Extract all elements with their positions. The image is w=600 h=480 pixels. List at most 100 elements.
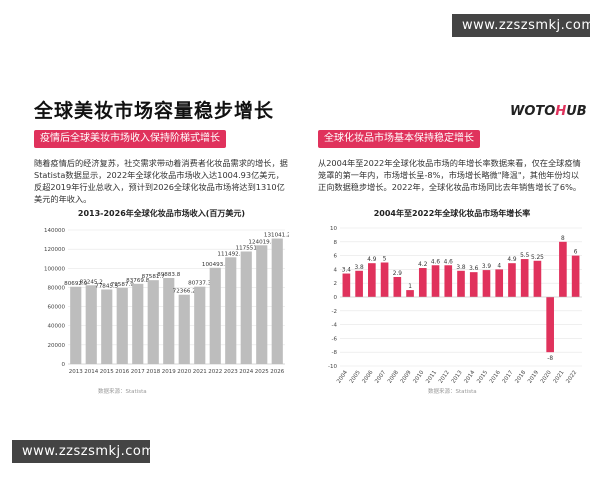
data-label: 80737.3	[188, 281, 212, 287]
data-label: 100493.8	[202, 262, 229, 268]
bar	[101, 289, 113, 364]
growth-rate-bar-chart: -10 -8 -6 -4 -2 0 2 4 6 8 10 3.4 2004 3.8 2005 4.9 2006 5…	[328, 226, 582, 385]
data-label: 83769.8	[126, 278, 150, 284]
brand-part-3: UB	[566, 104, 587, 119]
data-label: 3.8	[354, 265, 364, 271]
left-section-tag: 疫情后全球美妆市场收入保持阶梯式增长	[34, 130, 226, 148]
bar	[368, 263, 376, 297]
bar	[444, 265, 453, 297]
x-tick-label: 2005	[349, 369, 362, 384]
bar	[194, 286, 206, 364]
x-tick-label: 2025	[255, 369, 269, 375]
bar	[418, 268, 427, 297]
x-tick-label: 2021	[553, 370, 566, 385]
bar	[271, 238, 283, 364]
x-tick-label: 2019	[162, 369, 176, 375]
left-chart-title: 2013-2026年全球化妆品市场收入(百万美元)	[77, 209, 246, 218]
x-tick-label: 2012	[438, 370, 451, 385]
right-chart-source: 数据来源：Statista	[428, 389, 477, 395]
bar	[132, 283, 144, 364]
x-tick-label: 2022	[565, 370, 578, 385]
data-label: 1	[408, 284, 412, 290]
x-tick-label: 2021	[193, 369, 207, 375]
left-paragraph: 随着疫情后的经济复苏，社交需求带动着消费者化妆品需求的增长，据Statista数…	[34, 158, 288, 204]
data-label: 5.25	[531, 255, 544, 261]
right-chart-title: 2004年至2022年全球化妆品市场年增长率	[373, 209, 531, 218]
brand-part-1: WOTO	[510, 104, 556, 119]
data-label: 4.6	[431, 259, 441, 265]
data-label: 111492.3	[217, 251, 244, 257]
brand-part-2: H	[555, 104, 567, 119]
y-tick-label: 6	[334, 254, 338, 260]
x-tick-label: 2013	[451, 369, 464, 384]
x-tick-label: 2011	[425, 370, 438, 385]
data-label: 117551	[236, 245, 258, 251]
y-tick-label: 140000	[44, 228, 65, 234]
bar	[178, 294, 190, 364]
data-label: 5	[383, 257, 387, 263]
x-tick-label: 2013	[69, 369, 83, 375]
y-tick-label: 40000	[48, 324, 66, 330]
bar	[70, 286, 82, 364]
x-tick-label: 2016	[115, 369, 129, 375]
bar	[380, 262, 389, 297]
bar	[85, 285, 97, 364]
y-tick-label: 60000	[48, 305, 66, 311]
x-tick-label: 2018	[146, 369, 160, 375]
right-paragraph: 从2004年至2022年全球化妆品市场的年增长率数据来看，仅在全球疫情笼罩的第一…	[318, 158, 582, 192]
x-tick-label: 2018	[514, 369, 527, 384]
bar	[240, 251, 252, 364]
x-tick-label: 2024	[239, 369, 253, 375]
bar	[116, 287, 128, 364]
x-tick-label: 2017	[502, 369, 515, 384]
y-tick-label: 80000	[48, 285, 66, 291]
y-tick-label: 120000	[44, 247, 65, 253]
bar	[342, 273, 351, 297]
data-label: 8	[561, 236, 565, 242]
x-tick-label: 2020	[177, 369, 191, 375]
data-label: 4.9	[507, 257, 517, 263]
data-label: 5.5	[520, 253, 530, 259]
data-label: 6	[574, 250, 578, 256]
data-label: 4.6	[444, 259, 454, 265]
y-tick-label: 8	[334, 240, 338, 246]
data-label: 3.8	[456, 265, 466, 271]
bar	[546, 297, 554, 353]
x-tick-label: 2022	[208, 369, 222, 375]
x-tick-label: 2014	[463, 369, 476, 384]
data-label: 131041.2	[264, 233, 289, 239]
data-label: 3.6	[469, 266, 479, 272]
data-label: 4.2	[418, 262, 428, 268]
x-tick-label: 2015	[476, 369, 489, 384]
y-tick-label: -8	[332, 350, 338, 356]
bar	[559, 241, 567, 297]
x-tick-label: 2026	[270, 369, 284, 375]
data-label: 79587.9	[111, 282, 135, 288]
bar	[225, 257, 237, 364]
y-tick-label: -4	[332, 323, 338, 329]
bar	[571, 255, 580, 297]
bar	[163, 277, 175, 364]
bar	[469, 272, 478, 297]
bar	[393, 276, 402, 297]
x-tick-label: 2019	[527, 369, 540, 384]
left-chart-source: 数据来源：Statista	[98, 389, 147, 395]
bar	[495, 269, 504, 297]
data-label: 80692.9	[64, 281, 88, 287]
revenue-bar-chart: 0 20000 40000 60000 80000 100000 120000 140000 8…	[44, 228, 289, 375]
bar	[209, 267, 221, 364]
x-tick-label: 2009	[400, 369, 413, 384]
data-label: 87581.7	[142, 274, 166, 280]
y-tick-label: 4	[334, 267, 338, 273]
data-label: 124019.8	[248, 239, 275, 245]
y-tick-label: 10	[330, 226, 337, 232]
y-tick-label: 100000	[44, 266, 65, 272]
watermark-top[interactable]: www.zzszsmkj.com	[452, 14, 594, 37]
x-tick-label: 2008	[387, 369, 400, 384]
watermark-bottom[interactable]: www.zzszsmkj.com	[12, 440, 154, 463]
x-tick-label: 2007	[374, 369, 387, 384]
y-tick-label: 0	[334, 295, 338, 301]
x-tick-label: 2023	[224, 369, 238, 375]
bar	[482, 270, 491, 297]
